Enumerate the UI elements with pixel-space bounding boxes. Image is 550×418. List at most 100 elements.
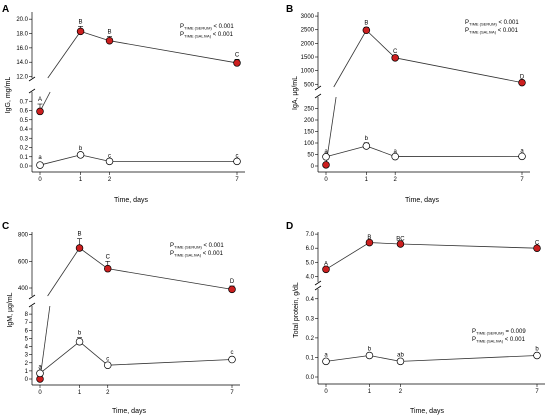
p-value-text: PTIME (SERUM) < 0.001 [170,243,224,250]
saliva-marker [365,351,374,360]
significance-label: b [368,347,372,353]
y-axis-label: IgM, µg/mL [7,292,14,327]
saliva-marker [36,161,44,169]
y-tick-label: 4 [25,345,29,351]
series-line [325,145,367,158]
y-tick-label: 0.4 [306,297,315,303]
y-tick-label: 7.0 [306,232,315,238]
significance-label: b [79,146,83,152]
p-value-text: PTIME (SALIVA) < 0.001 [170,251,224,258]
y-tick-label: 1500 [301,55,315,61]
y-tick-label: 0.5 [20,118,29,124]
serum-marker [104,264,112,273]
x-tick-label: 2 [106,390,110,396]
x-tick-label: 2 [399,389,403,395]
y-tick-label: 7 [25,320,29,326]
series-line [80,154,110,162]
y-tick-label: 0.1 [306,355,315,361]
serum-marker [76,27,85,36]
series-line [366,29,396,59]
y-axis-label: Total protein, g/dL [293,282,300,338]
significance-label: B [367,235,371,241]
x-axis-label: Time, days [410,408,444,415]
x-tick-label: 7 [235,177,239,183]
saliva-marker [396,357,405,366]
significance-label: B [364,20,368,26]
y-tick-label: 0 [25,377,29,383]
serum-marker [322,161,330,169]
significance-label: B [79,19,83,25]
axis-break-mark [314,280,322,286]
saliva-marker [76,151,85,159]
panel-letter: B [286,4,293,15]
series-line [39,341,80,374]
series-line [109,40,238,64]
y-tick-label: 1 [25,369,29,375]
significance-label: a [393,149,397,155]
y-tick-label: 0 [311,164,315,170]
y-tick-label: 0.3 [306,316,315,322]
significance-label: c [231,350,234,356]
panel-letter: D [286,221,293,232]
y-tick-label: 600 [18,259,29,265]
saliva-marker [105,157,114,166]
serum-marker [36,107,44,116]
y-tick-label: 500 [304,82,315,88]
p-value-text: PTIME (SALIVA) < 0.001 [472,337,526,344]
axis-break-mark [314,93,322,99]
y-tick-label: 150 [304,130,315,136]
series-line [107,268,233,290]
y-tick-label: 0.7 [20,99,29,105]
series-line [39,305,51,380]
series-line [80,30,110,42]
significance-label: BC [396,236,405,242]
y-tick-label: 5 [25,336,29,342]
serum-marker [75,244,84,252]
significance-label: a [38,155,42,161]
y-tick-label: 400 [18,286,29,292]
x-tick-label: 7 [520,177,524,183]
panel-letter: A [2,4,9,15]
y-tick-label: 800 [18,233,29,239]
significance-label: C [106,254,111,260]
significance-label: b [535,347,539,353]
x-tick-label: 0 [38,177,42,183]
y-tick-label: 0.3 [20,136,29,142]
axis-break-mark [314,285,322,291]
panel-letter: C [2,221,9,232]
series-line [366,145,396,157]
y-tick-label: 14.0 [16,60,28,66]
significance-label: a [324,352,328,358]
y-tick-label: 12.0 [16,75,28,81]
series-line [369,355,401,362]
y-tick-label: 0.0 [20,164,29,170]
serum-marker [322,265,330,274]
series-line [39,154,81,166]
y-tick-label: 0.2 [20,146,29,152]
saliva-marker [36,369,44,378]
series-line [107,359,233,366]
series-line [79,341,109,366]
y-tick-label: 1000 [301,69,315,75]
p-value-text: PTIME (SALIVA) < 0.001 [180,32,234,39]
series-line [79,247,108,269]
y-tick-label: 0.6 [20,109,29,115]
serum-marker [518,78,526,87]
panel-a: A IgG, mg/mL Time, days 0 1 2 7 12.0 14.0 16.0… [2,4,245,204]
saliva-marker [362,142,371,150]
significance-label: c [106,357,109,363]
saliva-marker [228,355,236,364]
series-line [369,242,401,245]
y-tick-label: 2 [25,361,29,367]
panel-c: C IgM, µg/mL Time, days 0 1 2 7 400 600 800 0 1 2… [2,221,240,415]
significance-label: c [108,153,111,159]
series-line [333,30,367,88]
saliva-marker [233,157,241,166]
significance-label: A [324,262,328,268]
y-tick-label: 5.0 [306,260,315,266]
serum-marker [365,238,374,247]
y-tick-label: 0.4 [20,127,29,133]
significance-label: ab [397,352,404,358]
series-line [325,242,370,270]
axis-break-mark [314,85,322,91]
